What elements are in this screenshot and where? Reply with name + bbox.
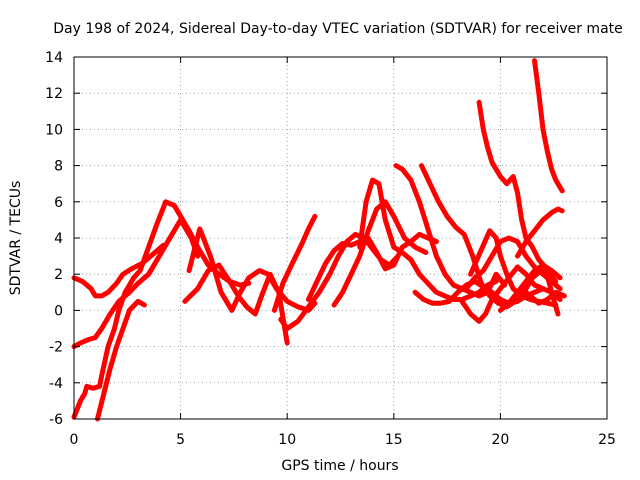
series-line-19 [532,58,565,194]
x-tick-label: 15 [385,432,403,448]
x-tick-label: 25 [598,432,616,448]
y-tick-label: 10 [45,122,63,138]
y-tick-label: -4 [49,376,63,392]
series-line-2 [71,217,201,350]
x-tick-label: 0 [70,432,79,448]
series-line-7 [271,213,318,313]
series-line-20 [515,206,565,259]
series-line-22 [519,286,567,306]
x-axis-label: GPS time / hours [281,458,398,474]
y-tick-label: 6 [54,195,63,211]
tick-layer: 0 5 10 15 20 25 -6 -4 -2 0 2 4 6 8 10 12 14 [45,50,616,448]
y-tick-label: 0 [54,303,63,319]
series-line-16 [463,235,563,292]
series-line-10 [331,199,429,308]
y-axis-label: SDTVAR / TECUs [8,181,24,296]
series-line-9 [306,231,439,302]
series-line-6 [186,226,318,313]
series-line-3 [71,199,252,420]
y-tick-label: 12 [45,86,63,102]
x-tick-label: 5 [176,432,185,448]
y-tick-label: 4 [54,231,63,247]
y-tick-label: -6 [49,412,63,428]
y-tick-label: 2 [54,267,63,283]
grid-layer [74,57,607,419]
y-tick-label: 8 [54,159,63,175]
series-line-21 [497,262,563,313]
y-tick-label: -2 [49,340,63,356]
series-layer [71,58,567,422]
y-tick-label: 14 [45,50,63,66]
x-tick-label: 20 [491,432,509,448]
chart-title: Day 198 of 2024, Sidereal Day-to-day VTE… [53,21,623,37]
series-line-14 [419,163,559,310]
series-line-4 [95,298,147,422]
x-tick-label: 10 [278,432,296,448]
